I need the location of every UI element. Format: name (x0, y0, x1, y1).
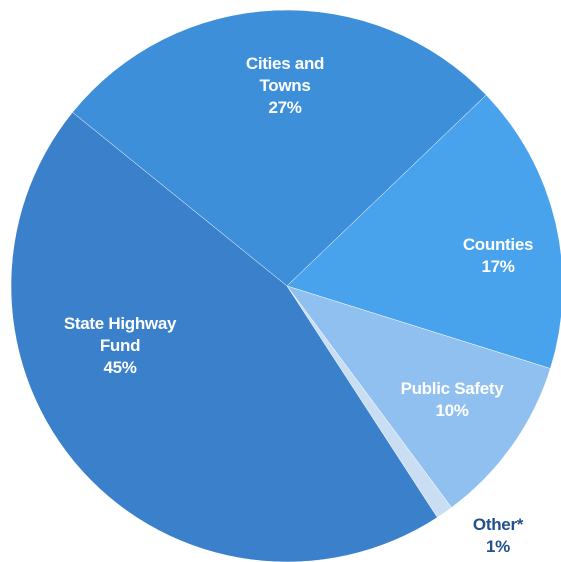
value-label: 27% (268, 98, 302, 117)
slice-label: State Highway Fund 45% (45, 313, 195, 379)
category-label: Counties (462, 235, 534, 254)
pie-slice (72, 9, 487, 287)
pie-slice (10, 111, 438, 562)
slice-label: Cities and Towns 27% (225, 53, 345, 119)
pie-slice (286, 94, 561, 369)
slice-label: Counties 17% (438, 234, 558, 278)
pie-slice (286, 285, 551, 508)
category-label: Cities and Towns (245, 54, 325, 95)
value-label: 10% (435, 401, 469, 420)
category-label: State Highway Fund (63, 314, 177, 355)
value-label: 1% (486, 537, 510, 556)
value-label: 45% (103, 358, 137, 377)
value-label: 17% (481, 257, 515, 276)
category-label: Other* (472, 515, 524, 534)
slice-label: Public Safety 10% (372, 378, 532, 422)
slice-label: Other* 1% (453, 514, 543, 558)
category-label: Public Safety (400, 379, 504, 398)
